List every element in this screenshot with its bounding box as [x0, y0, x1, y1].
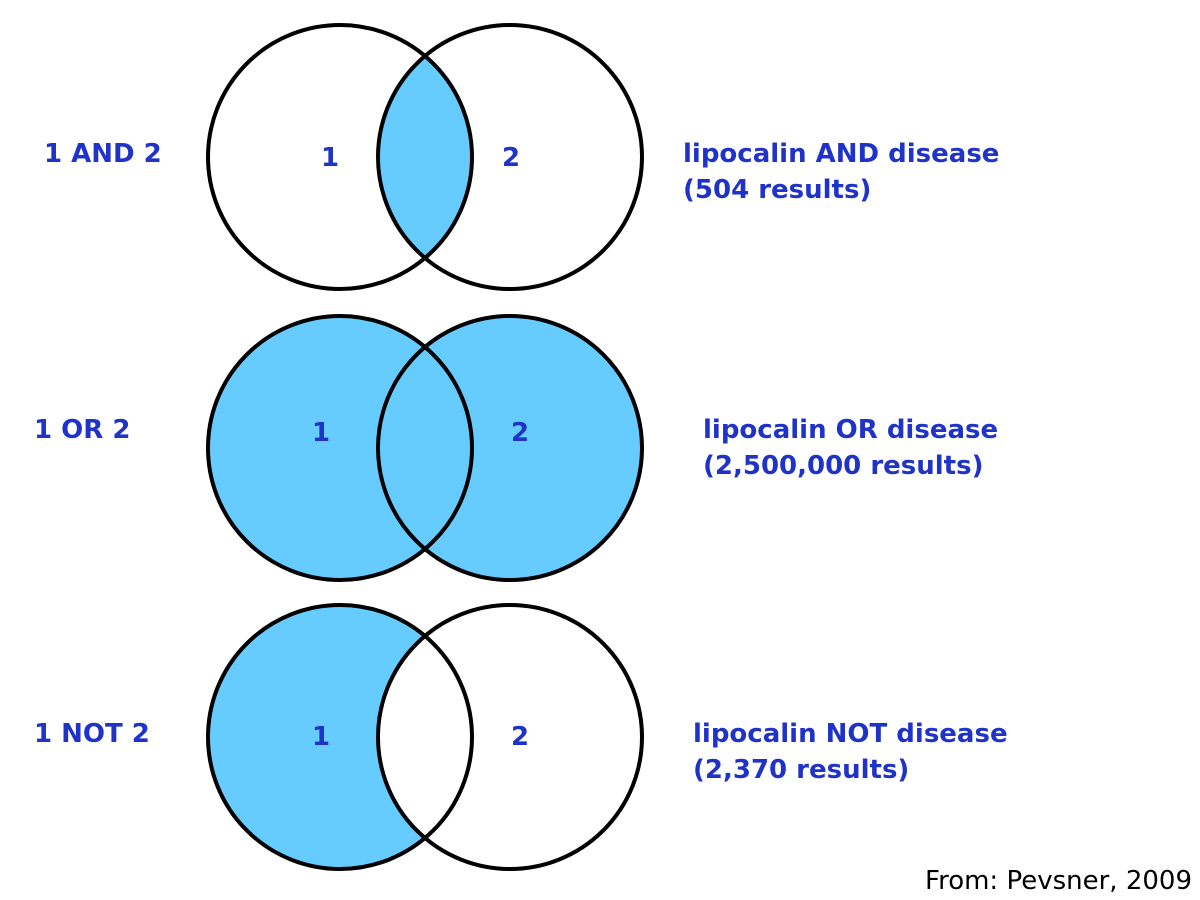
venn-not-circle-2 [376, 603, 644, 871]
venn-not-circle-1 [206, 603, 474, 871]
venn-or-fill-2 [378, 316, 642, 580]
venn-not-fill-1-minus-2 [208, 605, 472, 869]
venn-or-group: 1 2 [206, 314, 644, 582]
result-count-and: (504 results) [683, 175, 872, 205]
venn-and-set1-label: 1 [321, 143, 339, 173]
operator-label-or: 1 OR 2 [34, 415, 131, 445]
result-count-or: (2,500,000 results) [703, 451, 984, 481]
venn-or-circle-2 [376, 314, 644, 582]
venn-and-circle-2 [376, 23, 644, 291]
venn-and-circle-1 [206, 23, 474, 291]
venn-or-set2-label: 2 [511, 418, 529, 448]
query-text-not: lipocalin NOT disease [693, 719, 1008, 749]
query-description-not: lipocalin NOT disease (2,370 results) [693, 716, 1008, 788]
venn-not-set2-label: 2 [511, 722, 529, 752]
result-count-not: (2,370 results) [693, 755, 910, 785]
query-text-or: lipocalin OR disease [703, 415, 999, 445]
query-description-and: lipocalin AND disease (504 results) [683, 136, 999, 208]
venn-not-set1-label: 1 [312, 722, 330, 752]
venn-and-intersection-fill [377, 56, 472, 258]
operator-label-and: 1 AND 2 [44, 139, 162, 169]
venn-and-group: 1 2 [206, 23, 644, 291]
query-text-and: lipocalin AND disease [683, 139, 1000, 169]
query-description-or: lipocalin OR disease (2,500,000 results) [703, 412, 998, 484]
source-credit: From: Pevsner, 2009 [925, 866, 1192, 896]
venn-or-circle-1 [206, 314, 474, 582]
venn-and-set2-label: 2 [502, 143, 520, 173]
venn-or-set1-label: 1 [312, 418, 330, 448]
operator-label-not: 1 NOT 2 [34, 719, 150, 749]
venn-not-group: 1 2 [206, 603, 644, 871]
